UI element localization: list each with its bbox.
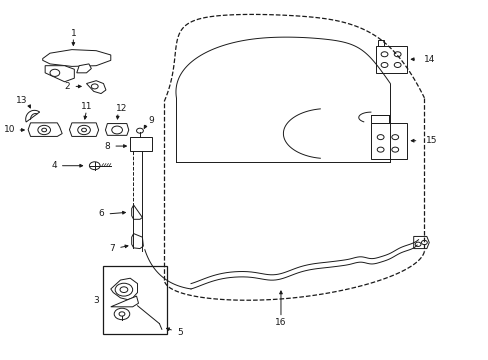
Circle shape (78, 125, 90, 135)
Polygon shape (131, 205, 142, 219)
Bar (375, 46, 407, 73)
Circle shape (414, 242, 420, 247)
Polygon shape (42, 50, 111, 66)
Bar (377, 40, 383, 46)
Text: 2: 2 (64, 82, 70, 91)
Text: 9: 9 (148, 116, 154, 125)
Circle shape (393, 52, 400, 57)
Circle shape (136, 128, 143, 133)
Bar (370, 115, 388, 123)
Text: 1: 1 (70, 29, 76, 38)
Circle shape (91, 84, 98, 89)
Circle shape (393, 63, 400, 67)
Text: 16: 16 (275, 318, 286, 327)
Text: 14: 14 (423, 55, 434, 64)
Polygon shape (69, 123, 99, 136)
Circle shape (115, 283, 132, 296)
Circle shape (391, 135, 398, 140)
Circle shape (89, 162, 100, 170)
Circle shape (81, 128, 86, 132)
Text: 10: 10 (4, 126, 16, 135)
Text: 12: 12 (116, 104, 127, 113)
Circle shape (50, 69, 60, 76)
Text: 6: 6 (98, 210, 104, 219)
Circle shape (376, 147, 383, 152)
Polygon shape (105, 123, 128, 135)
Circle shape (380, 63, 387, 67)
Bar (130, 137, 152, 151)
Polygon shape (26, 111, 40, 122)
Circle shape (421, 240, 427, 245)
Polygon shape (131, 234, 143, 249)
Circle shape (112, 126, 122, 134)
Circle shape (120, 287, 127, 293)
Text: 13: 13 (16, 96, 27, 105)
Text: 5: 5 (177, 328, 183, 337)
Polygon shape (77, 64, 91, 73)
Polygon shape (45, 66, 74, 82)
Text: 8: 8 (104, 141, 110, 150)
Polygon shape (111, 296, 138, 307)
Text: 4: 4 (51, 161, 57, 170)
Text: 3: 3 (93, 296, 99, 305)
Bar (103, 266, 166, 334)
Bar (370, 123, 407, 158)
Polygon shape (28, 123, 62, 136)
Polygon shape (413, 237, 428, 249)
Circle shape (119, 312, 124, 316)
Text: 7: 7 (109, 244, 115, 253)
Circle shape (380, 52, 387, 57)
Text: 11: 11 (81, 102, 92, 111)
Polygon shape (111, 278, 137, 300)
Polygon shape (86, 81, 106, 94)
Text: 15: 15 (425, 136, 437, 145)
Circle shape (41, 128, 46, 132)
Circle shape (38, 125, 50, 135)
Circle shape (376, 135, 383, 140)
Circle shape (114, 308, 129, 320)
Circle shape (391, 147, 398, 152)
